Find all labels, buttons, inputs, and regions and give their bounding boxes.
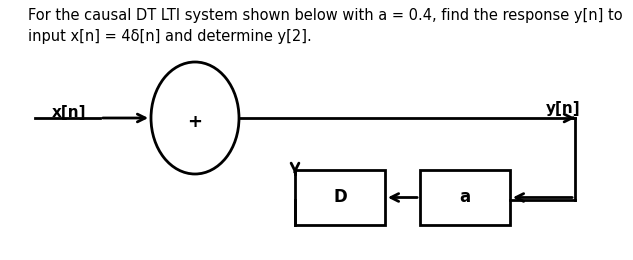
Text: +: + (187, 113, 203, 131)
FancyBboxPatch shape (420, 170, 510, 225)
Text: y[n]: y[n] (546, 101, 580, 115)
Text: x[n]: x[n] (52, 105, 87, 120)
Text: a: a (460, 188, 470, 206)
FancyBboxPatch shape (295, 170, 385, 225)
Text: For the causal DT LTI system shown below with a = 0.4, find the response y[n] to: For the causal DT LTI system shown below… (28, 8, 623, 44)
Text: D: D (333, 188, 347, 206)
